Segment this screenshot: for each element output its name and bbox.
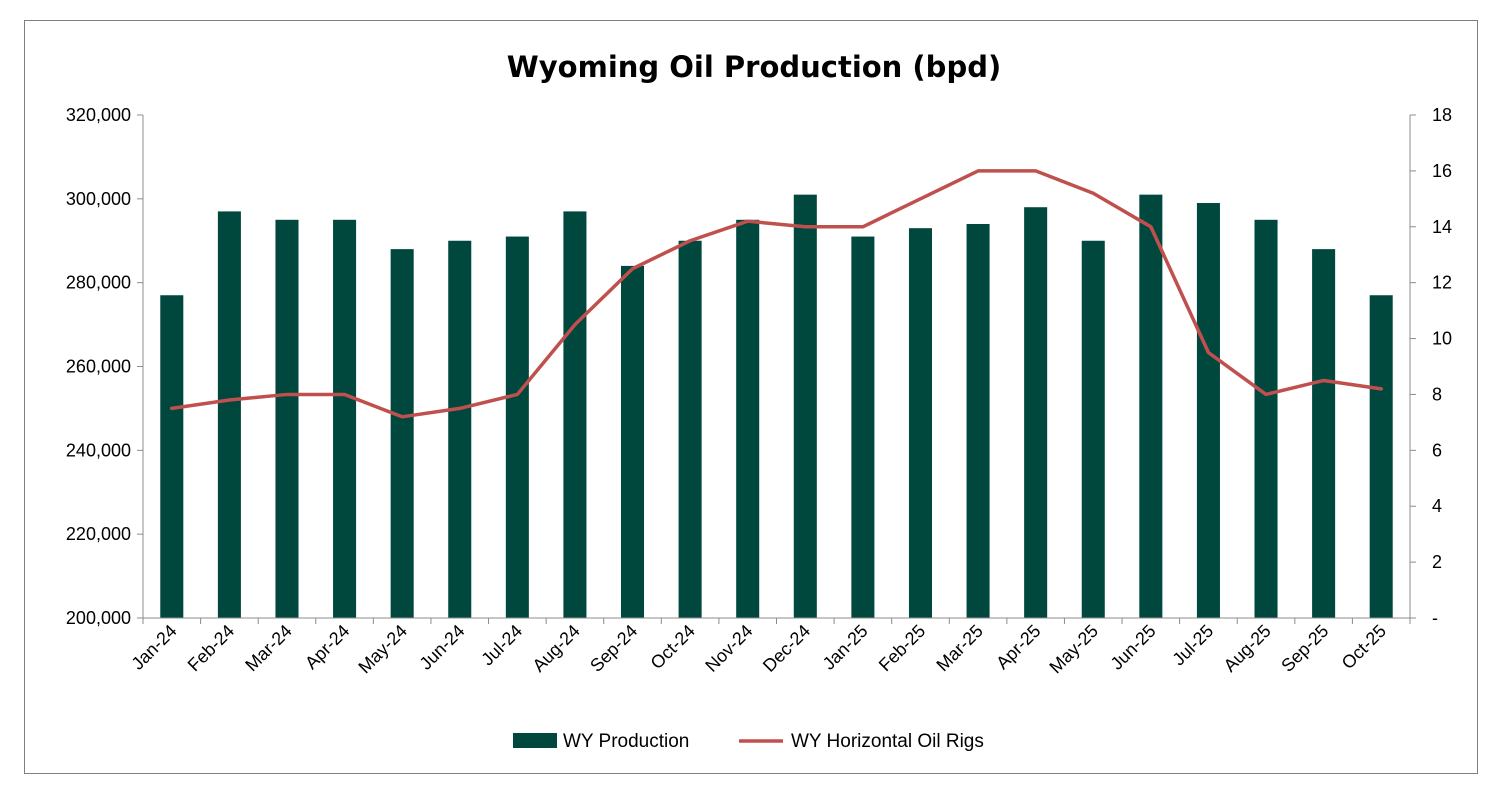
x-tick-label: Mar-25 [932, 621, 986, 675]
bar-production [1081, 240, 1105, 618]
legend-label-rigs: WY Horizontal Oil Rigs [791, 731, 984, 752]
bar-production [1369, 295, 1393, 618]
chart-frame: Wyoming Oil Production (bpd) 200,000 220,… [24, 20, 1478, 774]
bar-production [966, 223, 990, 618]
legend-swatch-production [513, 733, 557, 748]
y-right-tick-label: 2 [1432, 552, 1442, 572]
line-horizontal-rigs [170, 169, 1383, 419]
bar-production [736, 219, 760, 618]
y-right-tick-label: 8 [1432, 384, 1442, 404]
x-tick-label: Oct-24 [647, 621, 699, 673]
x-tick-label: Jun-25 [1107, 621, 1160, 674]
y-left-tick-label: 300,000 [66, 189, 131, 209]
x-tick-label: Aug-25 [1220, 621, 1275, 676]
bar-production [505, 236, 529, 618]
x-tick-label: Aug-24 [529, 621, 584, 676]
bar-production [160, 295, 184, 618]
x-tick-label: Feb-24 [184, 621, 238, 675]
y-left-tick-label: 280,000 [66, 273, 131, 293]
bar-production [621, 265, 645, 618]
y-right-tick-label: - [1432, 608, 1438, 628]
bar-production [563, 211, 587, 619]
x-tick-label: Jun-24 [416, 621, 469, 674]
bar-production [678, 240, 702, 618]
x-tick-label: Sep-24 [586, 621, 641, 676]
x-tick-label: Apr-24 [301, 621, 353, 673]
bar-production [448, 240, 472, 618]
y-right-tick-label: 14 [1432, 217, 1452, 237]
bar-production [1196, 203, 1220, 618]
x-tick-label: Nov-24 [701, 621, 756, 676]
x-tick-label: May-24 [354, 621, 411, 678]
y-right-tick-label: 18 [1432, 105, 1452, 125]
y-left-tick-label: 220,000 [66, 524, 131, 544]
chart: Wyoming Oil Production (bpd) 200,000 220,… [66, 50, 1452, 752]
x-tick-label: May-25 [1045, 621, 1102, 678]
y-left-tick-label: 260,000 [66, 357, 131, 377]
bar-production [908, 228, 932, 619]
x-tick-label: Apr-25 [992, 621, 1044, 673]
x-tick-label: Sep-25 [1277, 621, 1332, 676]
x-tick-label: Mar-24 [241, 621, 295, 675]
bar-production [1254, 219, 1278, 618]
bar-production [1024, 207, 1048, 618]
y-left-tick-label: 200,000 [66, 608, 131, 628]
bar-production [1139, 194, 1163, 618]
x-tick-label: Feb-25 [875, 621, 929, 675]
bar-production [793, 194, 817, 618]
y-left-tick-label: 240,000 [66, 440, 131, 460]
y-right-tick-label: 16 [1432, 161, 1452, 181]
bar-production [217, 211, 241, 619]
legend-label-production: WY Production [563, 731, 689, 752]
x-tick-label: Jul-25 [1168, 621, 1217, 670]
x-tick-label: Oct-25 [1338, 621, 1390, 673]
bar-production [333, 219, 357, 618]
chart-title: Wyoming Oil Production (bpd) [507, 50, 1001, 84]
y-right-tick-label: 10 [1432, 329, 1452, 349]
bar-production [851, 236, 875, 618]
x-tick-label: Jul-24 [477, 621, 526, 670]
bar-production [1312, 249, 1336, 618]
bar-production [390, 249, 414, 618]
x-tick-label: Dec-24 [759, 621, 814, 676]
y-left-tick-label: 320,000 [66, 105, 131, 125]
y-right-tick-label: 4 [1432, 496, 1442, 516]
x-tick-label: Jan-25 [819, 621, 872, 674]
y-right-tick-label: 12 [1432, 273, 1452, 293]
y-right-tick-label: 6 [1432, 440, 1442, 460]
bar-production [275, 219, 299, 618]
x-tick-label: Jan-24 [128, 621, 181, 674]
